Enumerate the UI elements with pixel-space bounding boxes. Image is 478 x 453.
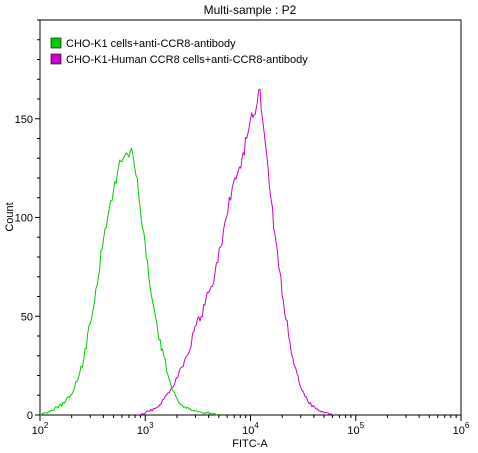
y-tick-label-2: 100 — [15, 213, 33, 225]
x-axis-label: FITC-A — [232, 438, 268, 450]
legend: CHO-K1 cells+anti-CCR8-antibody CHO-K1-H… — [50, 37, 308, 66]
legend-label-cho-k1-human-ccr8: CHO-K1-Human CCR8 cells+anti-CCR8-antibo… — [66, 54, 308, 66]
plot-frame — [39, 19, 462, 416]
x-tick-label-0: 102 — [32, 421, 49, 437]
chart-title: Multi-sample : P2 — [204, 3, 297, 17]
series-line-1 — [140, 88, 333, 416]
x-tick-label-1: 103 — [137, 421, 154, 437]
x-tick-label-4: 106 — [453, 421, 470, 437]
y-tick-label-0: 0 — [27, 410, 33, 422]
series-line-0 — [39, 147, 220, 416]
x-tick-label-2: 104 — [242, 421, 259, 437]
y-tick-label-1: 50 — [21, 311, 33, 323]
legend-label-cho-k1: CHO-K1 cells+anti-CCR8-antibody — [66, 38, 236, 50]
legend-swatch-cho-k1 — [50, 37, 62, 49]
x-tick-label-3: 105 — [347, 421, 364, 437]
x-axis: 102 103 104 105 106 — [32, 415, 470, 437]
y-axis-label: Count — [4, 202, 16, 231]
y-axis: 0 50 100 150 — [15, 19, 40, 422]
series-layer — [39, 88, 333, 416]
y-tick-label-3: 150 — [15, 114, 33, 126]
legend-swatch-cho-k1-human-ccr8 — [50, 53, 62, 65]
